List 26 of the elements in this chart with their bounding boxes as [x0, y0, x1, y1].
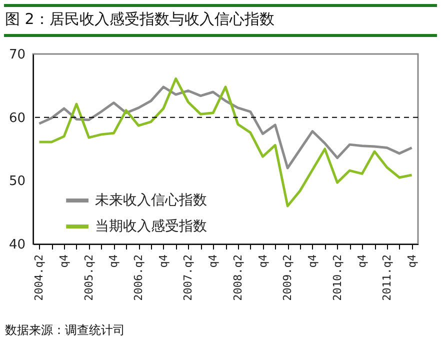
- x-tick-label: q4: [356, 254, 369, 268]
- x-tick-label: q4: [107, 254, 120, 268]
- x-tick-label: q4: [405, 254, 418, 268]
- y-tick-label: 70: [8, 48, 26, 62]
- y-tick-label: 50: [8, 174, 26, 190]
- x-tick-label: q4: [156, 254, 170, 268]
- x-tick-label: q4: [58, 254, 71, 268]
- y-tick-label: 40: [8, 238, 26, 252]
- y-tick-label: 60: [8, 110, 26, 126]
- legend-label: 当期收入感受指数: [94, 218, 207, 234]
- chart-title: 图 2：居民收入感受指数与收入信心指数: [5, 10, 274, 29]
- x-tick-label: 2009.q2: [281, 254, 294, 301]
- x-tick-label: q4: [306, 254, 319, 268]
- x-tick-label: 2008.q2: [231, 254, 244, 301]
- x-tick-label: 2006.q2: [132, 254, 146, 301]
- x-tick-label: 2004.q2: [32, 254, 46, 301]
- x-tick-label: 2010.q2: [330, 254, 344, 301]
- x-tick-label: q4: [206, 254, 220, 268]
- x-tick-label: 2007.q2: [182, 254, 195, 301]
- legend-label: 未来收入信心指数: [94, 192, 207, 208]
- line-series: [38, 77, 414, 208]
- x-tick-label: 2011.q2: [380, 254, 394, 301]
- x-tick-label: 2005.q2: [82, 254, 96, 301]
- line-series: [38, 86, 414, 170]
- x-tick-label: q4: [256, 254, 270, 268]
- source-note: 数据来源：调查统计司: [5, 322, 125, 339]
